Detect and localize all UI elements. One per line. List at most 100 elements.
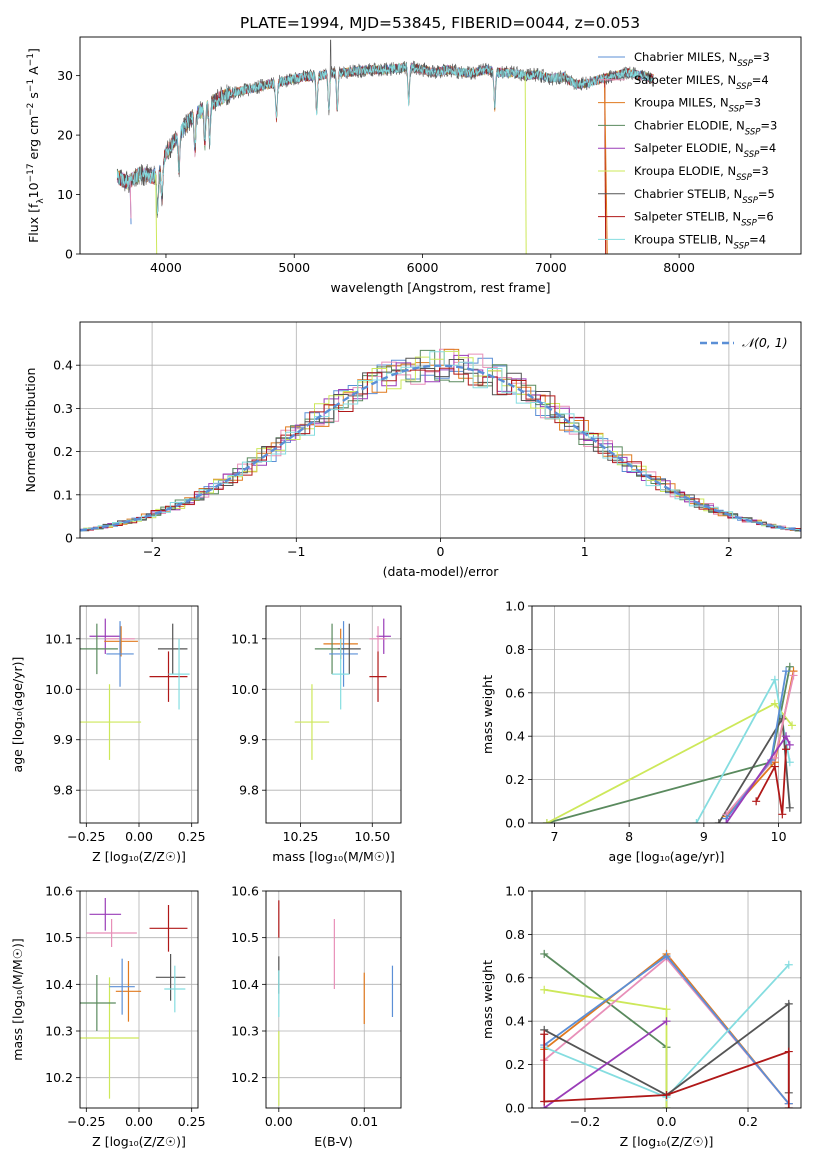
x-tick-label: −0.25 bbox=[67, 1114, 105, 1129]
spectrum-line bbox=[116, 62, 654, 215]
age-vs-mass-panel: 10.25 10.50 9.8 9.9 10.0 10.1 mass [log₁₀(M/M☉… bbox=[231, 605, 402, 864]
x-axis-label: (data-model)/error bbox=[383, 564, 500, 579]
x-tick-label: 10.25 bbox=[283, 829, 319, 844]
weight-marker bbox=[662, 1017, 671, 1026]
weight-marker bbox=[752, 797, 761, 806]
y-tick-label: 10 bbox=[57, 187, 73, 202]
weight-marker bbox=[540, 949, 549, 958]
weight-marker bbox=[722, 819, 731, 823]
y-tick-label: 0.0 bbox=[505, 1101, 525, 1116]
weight-marker bbox=[785, 740, 794, 749]
legend-label: Salpeter STELIB, NSSP=6 bbox=[634, 210, 774, 229]
y-tick-label: 0.8 bbox=[505, 927, 525, 942]
y-tick-label: 0.3 bbox=[53, 401, 73, 416]
errorbar-point bbox=[80, 623, 118, 675]
x-axis-label: Z [log₁₀(Z/Z☉)] bbox=[92, 1134, 186, 1149]
x-tick-label: 5000 bbox=[278, 260, 310, 275]
y-axis-label: Normed distribution bbox=[23, 368, 38, 493]
legend-label: Chabrier STELIB, NSSP=5 bbox=[634, 187, 775, 206]
residual-histogram bbox=[80, 349, 801, 532]
x-tick-label: 0.2 bbox=[738, 1114, 758, 1129]
weight-marker bbox=[770, 762, 779, 771]
normal-curve bbox=[79, 364, 802, 532]
y-tick-label: 10.3 bbox=[45, 1024, 73, 1039]
weight-line bbox=[718, 715, 791, 823]
legend-label: Salpeter ELODIE, NSSP=4 bbox=[634, 141, 776, 160]
spectrum-dropout bbox=[524, 75, 527, 255]
x-tick-label: 7000 bbox=[535, 260, 567, 275]
x-tick-label: 0.00 bbox=[125, 829, 153, 844]
errorbar-point bbox=[369, 651, 387, 702]
x-tick-label: 0 bbox=[437, 544, 445, 559]
weight-marker bbox=[662, 952, 671, 961]
weight-marker bbox=[785, 803, 794, 812]
x-axis-label: Z [log₁₀(Z/Z☉)] bbox=[92, 849, 186, 864]
axes-frame bbox=[79, 890, 199, 1109]
errorbar-point bbox=[332, 638, 350, 710]
y-tick-label: 10.0 bbox=[45, 682, 73, 697]
weight-vs-Z-panel: −0.2 0.0 0.2 0.0 0.2 0.4 0.6 0.8 1.0 Z [log₁₀(Z/Z… bbox=[480, 884, 802, 1149]
spectrum-line bbox=[116, 63, 654, 206]
age-vs-Z-panel: −0.25 0.00 0.25 9.8 9.9 10.0 10.1 Z [log₁₀(Z/Z☉… bbox=[10, 605, 206, 864]
x-tick-label: −0.2 bbox=[570, 1114, 600, 1129]
x-tick-label: 0.00 bbox=[125, 1114, 153, 1129]
errorbar-point bbox=[329, 621, 358, 687]
weight-marker bbox=[770, 699, 779, 708]
weight-marker bbox=[714, 819, 723, 823]
x-tick-label: −1 bbox=[287, 544, 305, 559]
weight-marker bbox=[662, 1090, 671, 1099]
errorbar-point bbox=[337, 623, 361, 675]
weight-vs-age-panel: 7 8 9 10 0.0 0.2 0.4 0.6 0.8 1.0 age [log₁₀(age/yr… bbox=[480, 599, 802, 864]
weight-marker bbox=[782, 745, 791, 754]
weight-marker bbox=[785, 758, 794, 767]
errorbar-point bbox=[369, 626, 387, 652]
x-axis-label: Z [log₁₀(Z/Z☉)] bbox=[620, 1134, 714, 1149]
weight-marker bbox=[788, 721, 797, 730]
spectrum-panel: 4000 5000 6000 7000 8000 0 10 20 30 wavelength [A… bbox=[26, 36, 802, 295]
axes-frame bbox=[531, 605, 802, 824]
spectrum-line bbox=[116, 63, 654, 211]
mass-vs-ebv-panel: 0.00 0.01 10.2 10.3 10.4 10.5 10.6 E(B-V) bbox=[231, 884, 402, 1149]
y-axis-label: Flux [fλ10−17 erg cm−2 s−1 A−1] bbox=[26, 48, 46, 243]
y-tick-label: 10.6 bbox=[231, 884, 259, 899]
y-tick-label: 0.6 bbox=[505, 970, 525, 985]
x-tick-label: −2 bbox=[143, 544, 161, 559]
y-tick-label: 9.8 bbox=[53, 783, 73, 798]
x-axis-label: age [log₁₀(age/yr)] bbox=[609, 849, 725, 864]
x-tick-label: 7 bbox=[550, 829, 558, 844]
y-tick-label: 0.0 bbox=[505, 816, 525, 831]
errorbar-point bbox=[80, 977, 139, 1099]
weight-line bbox=[543, 1020, 668, 1108]
x-tick-label: 9 bbox=[700, 829, 708, 844]
y-tick-label: 0 bbox=[65, 531, 73, 546]
y-tick-label: 10.4 bbox=[231, 977, 259, 992]
y-tick-label: 10.0 bbox=[231, 682, 259, 697]
y-axis-label: mass [log₁₀(M/M☉)] bbox=[10, 938, 25, 1060]
errorbar-point bbox=[149, 651, 188, 702]
weight-marker bbox=[540, 985, 549, 994]
axes-frame bbox=[265, 605, 402, 824]
x-tick-label: 0.25 bbox=[178, 829, 206, 844]
x-tick-label: 0.0 bbox=[657, 1114, 677, 1129]
spectrum-dropout bbox=[155, 174, 158, 255]
x-tick-label: 10.50 bbox=[354, 829, 390, 844]
weight-marker bbox=[782, 667, 791, 676]
residuals-panel: −2 −1 0 1 2 0 0.1 0.2 0.3 0.4 (data-model)/error No… bbox=[23, 321, 802, 579]
errorbar-point bbox=[164, 965, 186, 1013]
errorbar-point bbox=[155, 954, 186, 1001]
y-tick-label: 0 bbox=[65, 247, 73, 262]
y-tick-label: 1.0 bbox=[505, 884, 525, 899]
y-axis-label: age [log₁₀(age/yr)] bbox=[10, 657, 25, 773]
axes-frame bbox=[79, 36, 802, 255]
x-tick-label: 8000 bbox=[663, 260, 695, 275]
weight-marker bbox=[540, 1030, 549, 1039]
errorbar-point bbox=[294, 684, 330, 760]
legend-label: 𝒩(0, 1) bbox=[742, 335, 788, 350]
weight-marker bbox=[692, 819, 701, 823]
y-tick-label: 1.0 bbox=[505, 599, 525, 614]
errorbar-point bbox=[168, 638, 190, 710]
weight-line bbox=[546, 666, 791, 823]
residual-histogram bbox=[80, 351, 801, 532]
errorbar-point bbox=[80, 975, 116, 1031]
